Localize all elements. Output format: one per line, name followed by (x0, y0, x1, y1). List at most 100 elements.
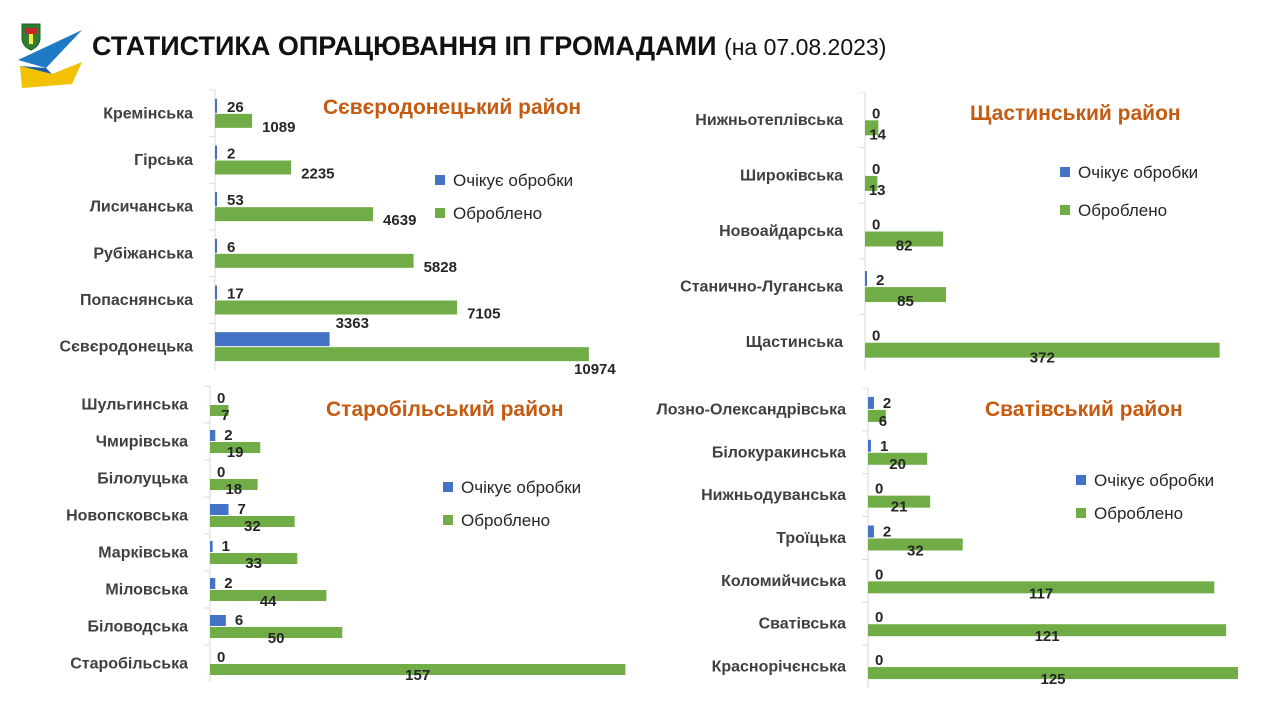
data-label-pending: 6 (235, 612, 243, 629)
category-label: Сєвєродонецька (60, 339, 194, 356)
bar-pending (215, 145, 217, 160)
data-label-processed: 7105 (467, 306, 500, 323)
data-label-pending: 7 (238, 501, 246, 518)
data-label-pending: 6 (227, 239, 235, 256)
legend-swatch (435, 208, 445, 218)
legend-label: Очікує обробки (461, 478, 581, 497)
category-label: Білокуракинська (712, 444, 846, 461)
category-label: Коломийчиська (721, 573, 846, 590)
data-label-processed: 32 (907, 543, 924, 560)
category-label: Рубіжанська (93, 245, 193, 262)
data-label-pending: 2 (227, 146, 235, 163)
data-label-processed: 82 (896, 238, 913, 255)
category-label: Міловська (105, 582, 188, 599)
category-label: Шульгинська (81, 397, 188, 414)
data-label-pending: 17 (227, 286, 244, 303)
legend-swatch (435, 175, 445, 185)
data-label-pending: 0 (217, 464, 225, 481)
bar-processed (868, 538, 963, 551)
data-label-pending: 2 (883, 395, 891, 412)
bar-processed (865, 175, 878, 191)
legend-label: Оброблено (453, 204, 542, 223)
data-label-pending: 0 (872, 217, 880, 234)
bar-processed (215, 253, 414, 268)
data-label-pending: 0 (875, 652, 883, 669)
bar-processed (215, 113, 253, 128)
bar-processed (215, 160, 292, 175)
category-label: Біловодська (88, 619, 189, 636)
category-label: Попаснянська (80, 292, 193, 309)
chart-title: Сватівський район (985, 398, 1183, 421)
data-label-processed: 121 (1035, 628, 1060, 645)
bar-pending (215, 285, 217, 300)
bar-pending (215, 332, 330, 347)
data-label-processed: 14 (869, 126, 886, 143)
legend-swatch (443, 515, 453, 525)
data-label-pending: 2 (876, 272, 884, 289)
legend-label: Оброблено (1094, 504, 1183, 523)
data-label-pending: 2 (224, 575, 232, 592)
legend-label: Оброблено (461, 511, 550, 530)
data-label-processed: 2235 (301, 166, 334, 183)
data-label-pending: 0 (217, 390, 225, 407)
chart-shchastynskyi: Нижньотеплівська 0 14 Широківська 0 13 Новоайд… (680, 92, 1220, 370)
category-label: Лисичанська (90, 199, 193, 216)
category-label: Новопсковська (66, 508, 188, 525)
bar-pending (868, 525, 874, 538)
bar-pending (210, 541, 213, 552)
bar-processed (868, 581, 1215, 594)
bar-processed (210, 553, 298, 564)
data-label-processed: 18 (225, 481, 242, 498)
legend-label: Оброблено (1078, 201, 1167, 220)
chart-sievierodonetskyi: Кремінська 26 1089 Гірська 2 2235 Лисичанська 5… (60, 89, 616, 378)
bar-processed (865, 342, 1220, 358)
bar-pending (210, 615, 226, 626)
bar-pending (865, 271, 867, 287)
data-label-processed: 10974 (574, 361, 616, 378)
bar-processed (865, 287, 947, 303)
luhansk-logo-icon (18, 23, 82, 88)
data-label-pending: 0 (872, 105, 880, 122)
data-label-pending: 0 (875, 566, 883, 583)
bar-pending (215, 238, 217, 253)
bar-processed (210, 590, 327, 601)
category-label: Новоайдарська (719, 223, 843, 240)
bar-pending (868, 396, 874, 409)
data-label-pending: 26 (227, 99, 244, 116)
data-label-pending: 53 (227, 192, 244, 209)
data-label-processed: 7 (221, 407, 229, 424)
bar-processed (210, 627, 343, 638)
data-label-processed: 125 (1040, 671, 1065, 688)
bar-processed (868, 667, 1238, 680)
bar-processed (865, 120, 879, 136)
data-label-processed: 50 (268, 630, 285, 647)
legend-swatch (1076, 475, 1086, 485)
bar-processed (868, 409, 886, 422)
category-label: Станично-Луганська (680, 279, 843, 296)
data-label-pending: 1 (880, 438, 888, 455)
data-label-pending: 0 (875, 481, 883, 498)
legend-label: Очікує обробки (1078, 163, 1198, 182)
data-label-processed: 33 (245, 555, 262, 572)
data-label-processed: 117 (1029, 585, 1053, 602)
category-label: Лозно-Олександрівська (657, 401, 847, 418)
bar-processed (215, 347, 589, 362)
data-label-processed: 157 (405, 667, 430, 684)
data-label-processed: 20 (889, 456, 906, 473)
data-label-processed: 85 (897, 293, 914, 310)
page-title-date: (на 07.08.2023) (724, 34, 887, 60)
bar-processed (868, 624, 1227, 637)
legend-swatch (1060, 205, 1070, 215)
data-label-processed: 372 (1030, 350, 1055, 367)
category-label: Марківська (98, 545, 188, 562)
bar-processed (868, 495, 931, 508)
data-label-processed: 1089 (262, 119, 295, 136)
data-label-processed: 5828 (424, 259, 457, 276)
bar-processed (215, 300, 458, 315)
data-label-pending: 0 (872, 161, 880, 178)
category-label: Щастинська (746, 334, 843, 351)
bar-processed (210, 479, 258, 490)
data-label-pending: 0 (217, 649, 225, 666)
